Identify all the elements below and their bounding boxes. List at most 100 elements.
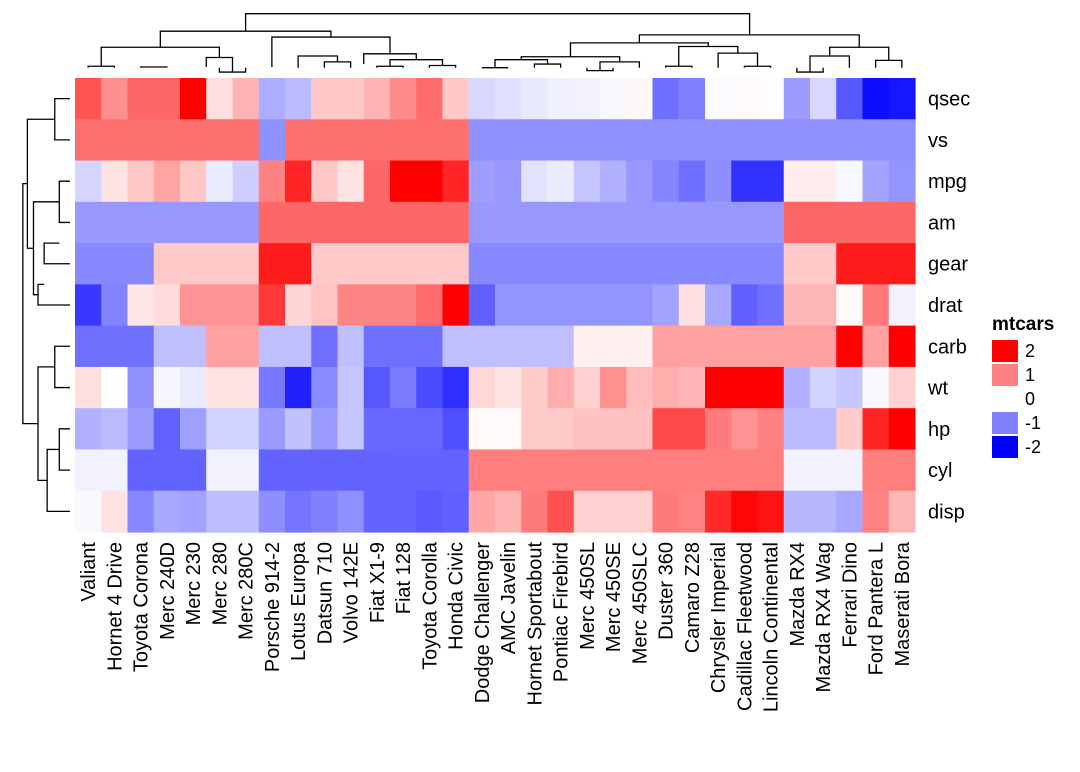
heatmap-cell-vs-19 (547, 119, 575, 162)
heatmap-cell-drat-11 (337, 284, 365, 327)
heatmap-cell-disp-14 (416, 490, 444, 533)
column-label-5: Merc 230 (183, 542, 205, 625)
heatmap-cell-drat-30 (836, 284, 864, 327)
heatmap-cell-cyl-25 (705, 449, 732, 492)
heatmap-cell-cyl-8 (258, 449, 286, 492)
heatmap-cell-carb-22 (626, 325, 654, 368)
heatmap-cell-gear-16 (468, 243, 496, 285)
row-label-disp: disp (928, 501, 965, 523)
heatmap-cell-vs-26 (731, 119, 759, 162)
heatmap-cell-mpg-28 (783, 160, 811, 203)
heatmap-cell-cyl-22 (626, 449, 654, 492)
heatmap-cell-mpg-11 (337, 160, 365, 203)
heatmap-cell-gear-13 (390, 243, 417, 285)
heatmap-cell-carb-9 (285, 325, 312, 368)
heatmap-cell-qsec-21 (600, 78, 627, 120)
column-label-32: Maserati Bora (892, 541, 914, 666)
row-labels: qsec vs mpg am gear drat carb wt hp cyl disp (927, 89, 970, 524)
row-dendrogram-link-5 (32, 201, 60, 296)
heatmap-cell-hp-21 (600, 408, 627, 451)
heatmap-cell-gear-23 (652, 243, 680, 285)
heatmap-cell-wt-8 (258, 366, 286, 409)
heatmap-cell-disp-24 (678, 490, 706, 533)
heatmap-cell-carb-31 (862, 325, 890, 368)
legend-title: mtcars (992, 314, 1054, 335)
heatmap-cell-cyl-10 (311, 449, 339, 492)
column-labels: Valiant Hornet 4 Drive Toyota Corona Merc 2… (78, 541, 914, 712)
column-dendrogram-link-20 (664, 65, 693, 68)
heatmap-cell-drat-9 (285, 284, 312, 327)
legend-swatch-1 (992, 364, 1018, 386)
heatmap-cell-drat-2 (101, 284, 129, 327)
heatmap-cell-vs-15 (442, 119, 470, 162)
heatmap-cell-carb-32 (888, 325, 916, 368)
heatmap-cell-drat-26 (731, 284, 759, 327)
column-dendrogram-link-21 (743, 65, 772, 68)
heatmap-cell-mpg-31 (862, 160, 890, 203)
heatmap-cell-vs-22 (626, 119, 654, 162)
heatmap-cell-mpg-10 (311, 160, 339, 203)
heatmap-cell-gear-22 (626, 243, 654, 285)
heatmap-cell-wt-4 (153, 366, 181, 409)
heatmap-cell-drat-3 (127, 284, 155, 327)
heatmap-cell-carb-12 (363, 325, 391, 368)
heatmap-cell-disp-30 (836, 490, 864, 533)
heatmap-cell-qsec-18 (521, 78, 549, 120)
row-label-qsec: qsec (928, 89, 970, 111)
heatmap-cell-am-30 (836, 201, 864, 244)
heatmap-cell-cyl-7 (232, 449, 260, 492)
column-dendrogram-link-6 (323, 61, 352, 68)
heatmap-cell-wt-15 (442, 366, 470, 409)
heatmap-cell-drat-10 (311, 284, 339, 327)
heatmap-cell-wt-27 (757, 366, 785, 409)
heatmap-cell-vs-23 (652, 119, 680, 162)
heatmap-cell-mpg-18 (521, 160, 549, 203)
heatmap-cell-disp-32 (888, 490, 916, 533)
heatmap-cell-cyl-9 (285, 449, 312, 492)
heatmap-cell-drat-6 (206, 284, 234, 327)
heatmap-cell-qsec-10 (311, 78, 339, 120)
heatmap-cell-cyl-23 (652, 449, 680, 492)
heatmap-cell-am-6 (206, 201, 234, 244)
row-dendrogram-link-10 (37, 366, 55, 482)
heatmap-cell-vs-9 (285, 119, 312, 162)
heatmap-cell-mpg-19 (547, 160, 575, 203)
column-label-1: Valiant (78, 542, 100, 602)
heatmap-cell-disp-2 (101, 490, 129, 533)
heatmap-cell-carb-4 (153, 325, 181, 368)
heatmap-cell-wt-22 (626, 366, 654, 409)
heatmap-cell-disp-23 (652, 490, 680, 533)
column-dendrogram-link-2 (139, 66, 168, 68)
column-label-8: Porsche 914-2 (262, 542, 284, 672)
heatmap-cell-carb-11 (337, 325, 365, 368)
heatmap-cell-carb-5 (180, 325, 207, 368)
heatmap-cell-vs-6 (206, 119, 234, 162)
heatmap-cell-vs-28 (783, 119, 811, 162)
heatmap-cell-disp-29 (810, 490, 837, 533)
heatmap-cell-hp-20 (573, 408, 601, 451)
heatmap-cell-am-11 (337, 201, 365, 244)
heatmap-cell-drat-31 (862, 284, 890, 327)
column-label-11: Volvo 142E (341, 542, 363, 643)
heatmap-cell-vs-27 (757, 119, 785, 162)
heatmap-cell-qsec-22 (626, 78, 654, 120)
heatmap-cell-hp-29 (810, 408, 837, 451)
heatmap-cell-drat-28 (783, 284, 811, 327)
heatmap-cell-gear-27 (757, 243, 785, 285)
heatmap-cell-wt-30 (836, 366, 864, 409)
heatmap-cell-qsec-5 (180, 78, 207, 120)
heatmap-cell-carb-29 (810, 325, 837, 368)
heatmap-cell-carb-14 (416, 325, 444, 368)
heatmap-cell-mpg-30 (836, 160, 864, 203)
heatmap-cell-vs-21 (600, 119, 627, 162)
heatmap-cell-mpg-1 (75, 160, 102, 203)
heatmap-cell-disp-1 (75, 490, 102, 533)
heatmap-cell-disp-16 (468, 490, 496, 533)
heatmap-cell-am-7 (232, 201, 260, 244)
heatmap-cell-vs-16 (468, 119, 496, 162)
legend-label-3: -1 (1025, 413, 1041, 433)
heatmap-cell-am-23 (652, 201, 680, 244)
row-dendrogram-link-9 (46, 448, 70, 513)
heatmap-cell-gear-14 (416, 243, 444, 285)
